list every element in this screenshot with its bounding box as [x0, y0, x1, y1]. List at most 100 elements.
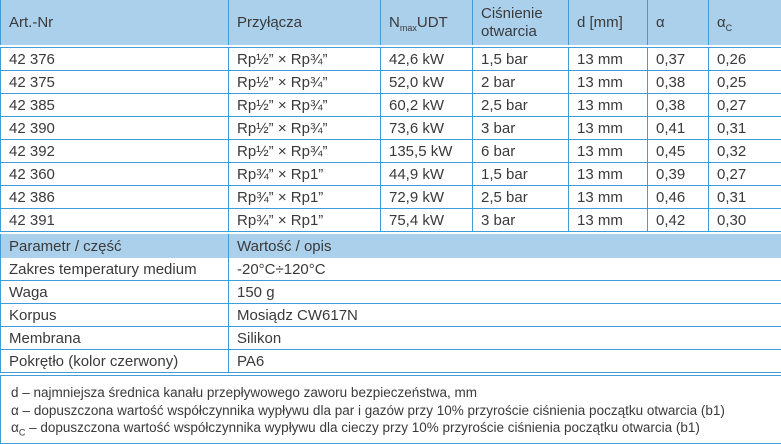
- header-label-nmax-udt: NmaxUDT: [389, 13, 448, 33]
- cell-art-nr: 42 392: [0, 140, 228, 162]
- cell-param-name: Membrana: [0, 327, 228, 349]
- spec-table-row: 42 390 Rp½” × Rp¾” 73,6 kW 3 bar 13 mm 0…: [0, 117, 781, 140]
- cell-przylacza: Rp¾” × Rp1”: [228, 209, 380, 231]
- cell-przylacza: Rp½” × Rp¾”: [228, 71, 380, 93]
- cell-alpha: 0,39: [647, 163, 708, 185]
- param-table-row: Korpus Mosiądz CW617N: [0, 304, 781, 327]
- param-table-row: Membrana Silikon: [0, 327, 781, 350]
- cell-cisnienie: 1,5 bar: [472, 163, 568, 185]
- cell-d: 13 mm: [568, 163, 647, 185]
- spec-table-row: 42 385 Rp½” × Rp¾” 60,2 kW 2,5 bar 13 mm…: [0, 94, 781, 117]
- param-table-row: Waga 150 g: [0, 281, 781, 304]
- cell-alpha: 0,42: [647, 209, 708, 231]
- header-label-d-mm: d [mm]: [577, 13, 623, 31]
- cell-przylacza: Rp½” × Rp¾”: [228, 140, 380, 162]
- param-table: Parametr / część Wartość / opis Zakres t…: [0, 234, 781, 373]
- header-label-alpha-c: αC: [717, 13, 733, 33]
- header-label-przylacza: Przyłącza: [237, 13, 303, 31]
- cell-alpha: 0,38: [647, 94, 708, 116]
- param-table-row: Zakres temperatury medium -20°C÷120°C: [0, 258, 781, 281]
- cell-d: 13 mm: [568, 209, 647, 231]
- separator: [0, 45, 781, 47]
- cell-cisnienie: 1,5 bar: [472, 48, 568, 70]
- footnotes-box: d – najmniejsza średnica kanału przepływ…: [0, 375, 781, 444]
- header-cell-alpha: α: [647, 0, 708, 45]
- cell-art-nr: 42 376: [0, 48, 228, 70]
- cell-param-value: Silikon: [228, 327, 781, 349]
- cell-alpha-c: 0,27: [708, 163, 781, 185]
- cell-cisnienie: 2,5 bar: [472, 94, 568, 116]
- cell-art-nr: 42 375: [0, 71, 228, 93]
- spec-table-row: 42 386 Rp¾” × Rp1” 72,9 kW 2,5 bar 13 mm…: [0, 186, 781, 209]
- spec-table-header-row: Art.-Nr Przyłącza NmaxUDT Ciśnienie otwa…: [0, 0, 781, 45]
- cell-alpha-c: 0,26: [708, 48, 781, 70]
- cell-art-nr: 42 390: [0, 117, 228, 139]
- cell-nmax: 60,2 kW: [380, 94, 472, 116]
- cell-przylacza: Rp¾” × Rp1”: [228, 163, 380, 185]
- cell-cisnienie: 2,5 bar: [472, 186, 568, 208]
- cell-param-value: 150 g: [228, 281, 781, 303]
- cell-nmax: 135,5 kW: [380, 140, 472, 162]
- cell-d: 13 mm: [568, 94, 647, 116]
- cell-cisnienie: 6 bar: [472, 140, 568, 162]
- cell-przylacza: Rp¾” × Rp1”: [228, 186, 380, 208]
- cell-alpha: 0,38: [647, 71, 708, 93]
- spec-table-row: 42 360 Rp¾” × Rp1” 44,9 kW 1,5 bar 13 mm…: [0, 163, 781, 186]
- cell-param-name: Zakres temperatury medium: [0, 258, 228, 280]
- cell-alpha-c: 0,32: [708, 140, 781, 162]
- header-cell-art-nr: Art.-Nr: [0, 0, 228, 45]
- separator: [0, 232, 781, 234]
- cell-param-value: PA6: [228, 350, 781, 372]
- cell-param-value: Mosiądz CW617N: [228, 304, 781, 326]
- spec-table-row: 42 392 Rp½” × Rp¾” 135,5 kW 6 bar 13 mm …: [0, 140, 781, 163]
- cell-cisnienie: 2 bar: [472, 71, 568, 93]
- header-cell-cisnienie-otwarcia: Ciśnienie otwarcia: [472, 0, 568, 45]
- cell-d: 13 mm: [568, 186, 647, 208]
- cell-nmax: 52,0 kW: [380, 71, 472, 93]
- header-cell-nmax-udt: NmaxUDT: [380, 0, 472, 45]
- cell-nmax: 73,6 kW: [380, 117, 472, 139]
- cell-alpha-c: 0,31: [708, 117, 781, 139]
- cell-nmax: 44,9 kW: [380, 163, 472, 185]
- cell-d: 13 mm: [568, 71, 647, 93]
- header-label-cisnienie-otwarcia: Ciśnienie otwarcia: [481, 4, 543, 40]
- cell-cisnienie: 3 bar: [472, 117, 568, 139]
- header-cell-parametr: Parametr / część: [0, 234, 228, 258]
- cell-przylacza: Rp½” × Rp¾”: [228, 48, 380, 70]
- footnote-alpha: α – dopuszczona wartość współczynnika wy…: [11, 402, 725, 418]
- header-cell-d-mm: d [mm]: [568, 0, 647, 45]
- cell-param-name: Pokrętło (kolor czerwony): [0, 350, 228, 372]
- footnote-alpha-c: αC – dopuszczona wartość współczynnika w…: [11, 420, 700, 438]
- cell-param-name: Korpus: [0, 304, 228, 326]
- cell-alpha-c: 0,25: [708, 71, 781, 93]
- spec-table-row: 42 376 Rp½” × Rp¾” 42,6 kW 1,5 bar 13 mm…: [0, 48, 781, 71]
- spec-table-row: 42 375 Rp½” × Rp¾” 52,0 kW 2 bar 13 mm 0…: [0, 71, 781, 94]
- cell-art-nr: 42 360: [0, 163, 228, 185]
- param-table-header-row: Parametr / część Wartość / opis: [0, 234, 781, 258]
- spec-table-body: 42 376 Rp½” × Rp¾” 42,6 kW 1,5 bar 13 mm…: [0, 47, 781, 232]
- cell-alpha: 0,45: [647, 140, 708, 162]
- cell-art-nr: 42 385: [0, 94, 228, 116]
- cell-alpha-c: 0,27: [708, 94, 781, 116]
- cell-przylacza: Rp½” × Rp¾”: [228, 117, 380, 139]
- header-cell-wartosc: Wartość / opis: [228, 234, 781, 258]
- cell-param-name: Waga: [0, 281, 228, 303]
- separator: [0, 373, 781, 375]
- spec-table-row: 42 391 Rp¾” × Rp1” 75,4 kW 3 bar 13 mm 0…: [0, 209, 781, 232]
- cell-cisnienie: 3 bar: [472, 209, 568, 231]
- footnote-d: d – najmniejsza średnica kanału przepływ…: [11, 385, 477, 400]
- cell-art-nr: 42 391: [0, 209, 228, 231]
- cell-param-value: -20°C÷120°C: [228, 258, 781, 280]
- cell-d: 13 mm: [568, 140, 647, 162]
- cell-d: 13 mm: [568, 117, 647, 139]
- cell-alpha-c: 0,31: [708, 186, 781, 208]
- cell-przylacza: Rp½” × Rp¾”: [228, 94, 380, 116]
- header-label-art-nr: Art.-Nr: [9, 13, 54, 31]
- cell-nmax: 42,6 kW: [380, 48, 472, 70]
- cell-d: 13 mm: [568, 48, 647, 70]
- param-table-row: Pokrętło (kolor czerwony) PA6: [0, 350, 781, 373]
- header-cell-alpha-c: αC: [708, 0, 781, 45]
- header-label-alpha: α: [656, 13, 665, 31]
- header-cell-przylacza: Przyłącza: [228, 0, 380, 45]
